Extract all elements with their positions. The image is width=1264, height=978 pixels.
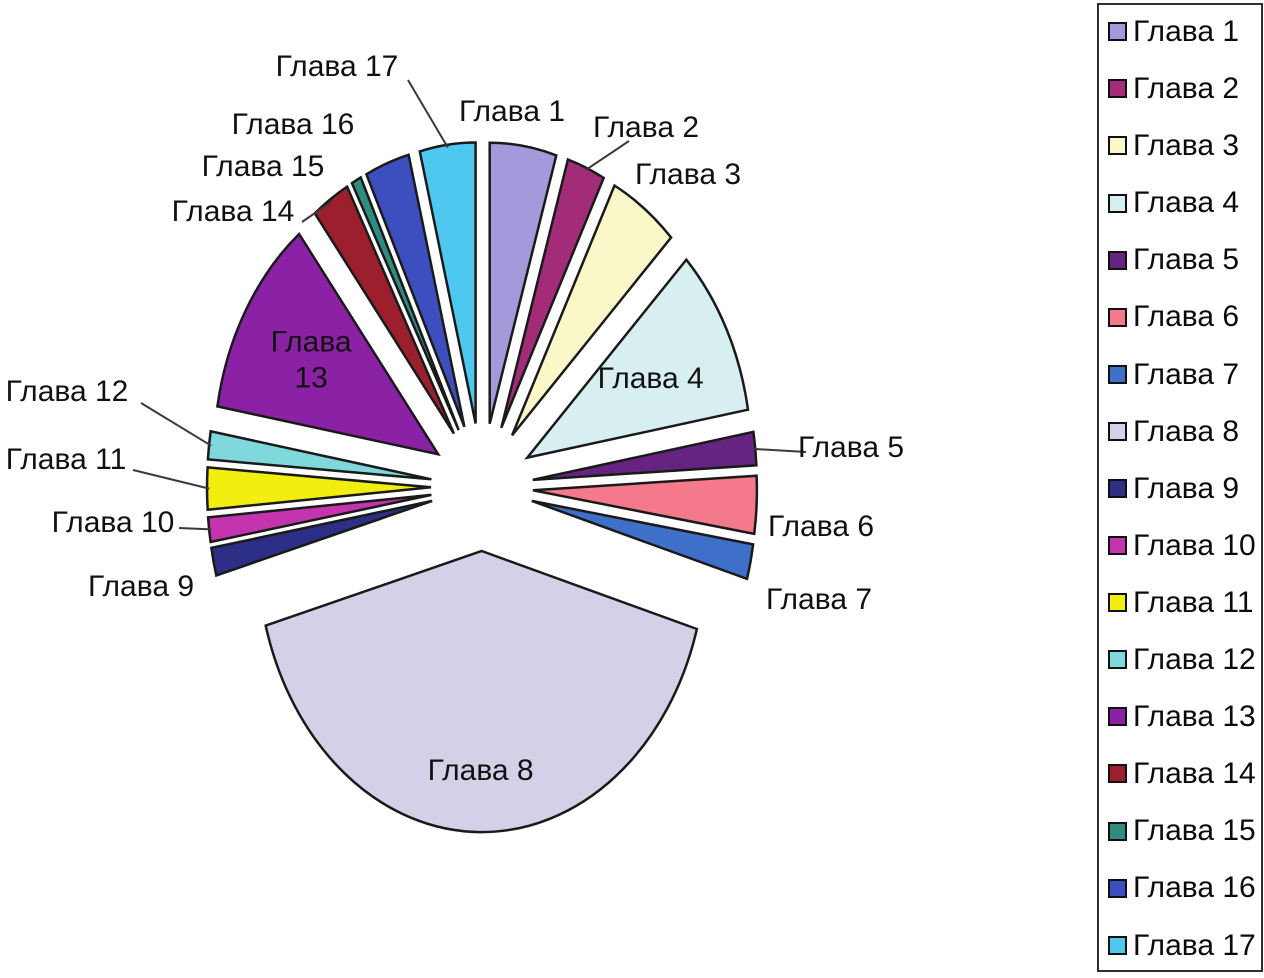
legend-swatch-10 (1108, 536, 1127, 556)
legend-swatch-16 (1108, 878, 1127, 898)
legend-item-17: Глава 17 (1108, 928, 1257, 962)
legend-label-9: Глава 9 (1133, 471, 1240, 505)
slice-label-7: Глава 7 (766, 583, 872, 616)
pie-slice-9 (210, 499, 433, 578)
leader-line-5 (753, 447, 807, 453)
legend-swatch-3 (1108, 136, 1127, 156)
legend-swatch-2 (1108, 79, 1127, 99)
legend-swatch-7 (1108, 364, 1127, 384)
slice-label-15: Глава 15 (202, 150, 325, 183)
legend-item-12: Глава 12 (1108, 644, 1257, 676)
legend-swatch-13 (1108, 707, 1127, 727)
pie-slice-13 (216, 232, 441, 457)
legend-swatch-8 (1108, 421, 1127, 441)
legend-swatch-5 (1108, 250, 1127, 270)
slice-label-14: Глава 14 (172, 195, 295, 228)
legend-item-4: Глава 4 (1108, 187, 1257, 219)
legend-item-5: Глава 5 (1108, 244, 1257, 276)
slice-label-8: Глава 8 (428, 754, 534, 787)
legend-label-2: Глава 2 (1133, 72, 1240, 106)
pie-slice-7 (531, 499, 755, 581)
legend-label-5: Глава 5 (1133, 243, 1240, 277)
pie-slice-16 (364, 153, 466, 428)
legend-swatch-4 (1108, 193, 1127, 213)
legend-swatch-12 (1108, 650, 1127, 670)
legend-item-13: Глава 13 (1108, 701, 1257, 733)
pie-slice-4 (524, 257, 750, 460)
slice-label-2: Глава 2 (593, 111, 699, 144)
legend-swatch-1 (1108, 22, 1127, 42)
legend-swatch-9 (1108, 479, 1127, 498)
slice-label-5: Глава 5 (798, 431, 904, 464)
legend-label-16: Глава 16 (1133, 871, 1256, 905)
slice-label-12: Глава 12 (6, 375, 129, 408)
legend-item-15: Глава 15 (1108, 815, 1257, 847)
pie-slice-15 (350, 175, 460, 431)
legend-item-2: Глава 2 (1108, 73, 1257, 105)
leader-line-17 (407, 79, 449, 149)
legend-swatch-11 (1108, 593, 1127, 613)
pie-chart: Глава 1 Глава 2 Глава 3 Глава 4 Глава 5 Глава… (6, 50, 904, 834)
legend-label-4: Глава 4 (1133, 186, 1240, 220)
legend-swatch-6 (1108, 307, 1127, 327)
legend-label-17: Глава 17 (1133, 928, 1256, 962)
pie-slice-6 (532, 474, 759, 536)
legend-item-3: Глава 3 (1108, 130, 1257, 162)
legend-item-16: Глава 16 (1108, 872, 1257, 904)
slice-label-10: Глава 10 (52, 506, 175, 539)
legend-item-7: Глава 7 (1108, 359, 1257, 391)
legend-label-1: Глава 1 (1133, 15, 1240, 48)
leader-line-10 (178, 527, 212, 531)
legend-label-10: Глава 10 (1133, 528, 1256, 562)
legend-swatch-14 (1108, 764, 1127, 784)
legend-label-6: Глава 6 (1133, 300, 1240, 334)
legend-label-15: Глава 15 (1133, 814, 1256, 848)
pie-slice-8 (264, 549, 699, 834)
legend-item-10: Глава 10 (1108, 530, 1257, 562)
legend-label-7: Глава 7 (1133, 357, 1240, 391)
slice-label-6: Глава 6 (768, 510, 874, 543)
legend-item-11: Глава 11 (1108, 587, 1257, 619)
legend-label-12: Глава 12 (1133, 643, 1256, 677)
legend-label-8: Глава 8 (1133, 414, 1240, 448)
pie-slice-2 (500, 157, 606, 429)
pie-slice-3 (510, 183, 673, 437)
legend-item-1: Глава 1 (1108, 16, 1257, 48)
slice-label-16: Глава 16 (232, 108, 355, 141)
legend-label-11: Глава 11 (1133, 585, 1254, 619)
legend-label-13: Глава 13 (1133, 700, 1256, 734)
slice-label-9: Глава 9 (88, 570, 194, 603)
legend-swatch-15 (1108, 821, 1127, 841)
legend-label-14: Глава 14 (1133, 757, 1256, 791)
leader-line-11 (132, 469, 210, 490)
slice-label-11: Глава 11 (6, 443, 127, 476)
legend-item-6: Глава 6 (1108, 301, 1257, 333)
slice-label-4: Глава 4 (598, 362, 704, 395)
leader-line-12 (140, 402, 212, 447)
legend-label-3: Глава 3 (1133, 129, 1240, 163)
legend-item-8: Глава 8 (1108, 416, 1257, 448)
slice-label-17: Глава 17 (276, 50, 399, 83)
legend-swatch-17 (1108, 935, 1127, 955)
pie-slice-1 (488, 141, 558, 425)
leader-line-14 (301, 200, 333, 223)
slice-label-1: Глава 1 (459, 95, 565, 128)
leader-line-2 (584, 140, 630, 172)
slice-label-3: Глава 3 (635, 158, 741, 191)
legend-item-14: Глава 14 (1108, 758, 1257, 790)
legend: Глава 1 Глава 2 Глава 3 Глава 4 Глава 5 Глава… (1097, 3, 1263, 972)
legend-item-9: Глава 9 (1108, 473, 1257, 505)
slice-label-13: Глава 13 (271, 326, 352, 395)
pie-slice-17 (418, 141, 477, 424)
